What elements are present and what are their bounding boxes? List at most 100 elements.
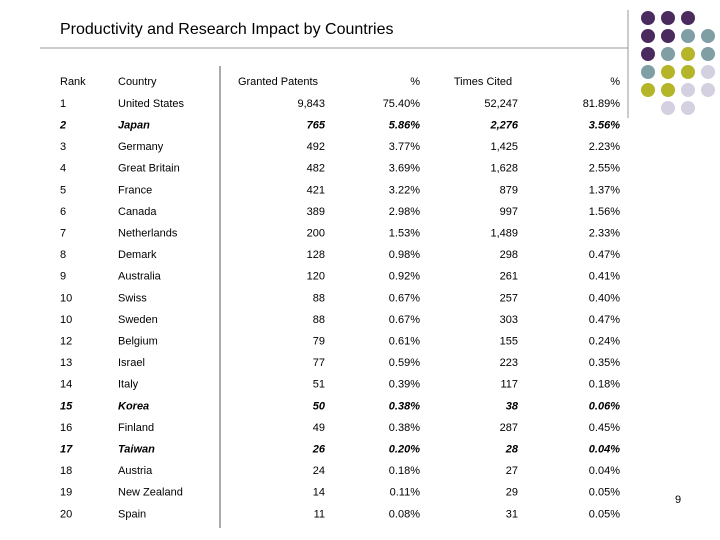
table-cell: 0.24%: [589, 336, 620, 348]
table-cell: 50: [313, 400, 326, 412]
table-cell: Belgium: [118, 336, 158, 348]
table-cell: 0.98%: [389, 249, 420, 261]
table-cell: 27: [506, 465, 518, 477]
table-cell: 20: [60, 508, 72, 520]
table-cell: 10: [60, 292, 72, 304]
table-cell: Australia: [118, 271, 162, 283]
table-cell: 2.33%: [589, 228, 620, 240]
decor-dots: [641, 11, 715, 115]
table-cell: Great Britain: [118, 163, 180, 175]
table-cell: 303: [500, 314, 518, 326]
table-cell: 0.67%: [389, 314, 420, 326]
header-cell: %: [610, 76, 620, 88]
table-cell: Austria: [118, 465, 153, 477]
table-cell: 26: [312, 444, 326, 456]
header-cell: Times Cited: [454, 76, 512, 88]
table-cell: 0.11%: [390, 487, 421, 499]
table-cell: 81.89%: [583, 98, 621, 110]
table-cell: Germany: [118, 141, 164, 153]
table-cell: 1,489: [490, 228, 518, 240]
table-cell: Demark: [118, 249, 157, 261]
table-cell: 3.22%: [389, 184, 420, 196]
table-cell: 17: [60, 444, 73, 456]
table-cell: 0.08%: [389, 508, 420, 520]
table-cell: Italy: [118, 379, 139, 391]
table-cell: 0.20%: [389, 444, 420, 456]
table-cell: 52,247: [484, 98, 518, 110]
table-cell: Finland: [118, 422, 154, 434]
table-cell: Spain: [118, 508, 146, 520]
header-cell: Rank: [60, 76, 86, 88]
table-cell: 257: [500, 292, 518, 304]
table-cell: Netherlands: [118, 228, 178, 240]
table-cell: 88: [313, 314, 325, 326]
table-cell: France: [118, 184, 152, 196]
table-cell: 3.56%: [589, 120, 620, 132]
table-cell: 29: [506, 487, 518, 499]
table-cell: 765: [307, 120, 326, 132]
table: Rank Country Granted Patents% Times Cited % 1…: [59, 76, 620, 520]
slide-title: Productivity and Research Impact by Coun…: [60, 21, 393, 38]
table-cell: 28: [505, 444, 519, 456]
table-cell: Canada: [118, 206, 157, 218]
table-cell: 117: [500, 379, 518, 391]
table-cell: 31: [506, 508, 518, 520]
table-cell: 0.06%: [589, 400, 620, 412]
table-cell: 8: [60, 249, 66, 261]
table-cell: 7: [60, 228, 66, 240]
table-cell: 10: [60, 314, 72, 326]
table-cell: 51: [313, 379, 325, 391]
table-cell: 1: [60, 98, 66, 110]
table-cell: 1.56%: [589, 206, 620, 218]
table-cell: 5: [60, 184, 66, 196]
table-cell: 261: [500, 271, 518, 283]
table-cell: 0.61%: [389, 336, 420, 348]
table-cell: 14: [313, 487, 325, 499]
table-cell: 0.38%: [389, 422, 420, 434]
table-cell: 0.04%: [589, 444, 620, 456]
table-cell: 997: [500, 206, 518, 218]
table-cell: Taiwan: [118, 444, 155, 456]
table-cell: 0.59%: [389, 357, 420, 369]
header-cell: Granted Patents: [238, 76, 319, 88]
table-cell: 1,425: [490, 141, 518, 153]
table-cell: 16: [60, 422, 72, 434]
table-cell: New Zealand: [118, 487, 183, 499]
table-cell: 75.40%: [383, 98, 421, 110]
table-cell: 0.04%: [589, 465, 620, 477]
table-cell: 4: [60, 163, 66, 175]
table-cell: 0.18%: [589, 379, 620, 391]
header-cell: Country: [118, 76, 157, 88]
table-cell: 9: [60, 271, 66, 283]
table-cell: 38: [506, 400, 519, 412]
table-cell: 6: [60, 206, 66, 218]
page-number: 9: [675, 494, 681, 506]
table-cell: 0.18%: [389, 465, 420, 477]
table-cell: 223: [500, 357, 518, 369]
table-cell: 1.53%: [389, 228, 420, 240]
table-cell: 24: [313, 465, 325, 477]
table-cell: 3.77%: [389, 141, 420, 153]
table-cell: 1.37%: [589, 184, 620, 196]
table-cell: 14: [60, 379, 72, 391]
table-cell: 0.92%: [389, 271, 420, 283]
table-cell: 13: [60, 357, 72, 369]
table-cell: 120: [307, 271, 325, 283]
table-cell: 18: [60, 465, 72, 477]
table-cell: 0.40%: [589, 292, 620, 304]
table-cell: 0.05%: [589, 487, 620, 499]
table-cell: Israel: [118, 357, 145, 369]
table-cell: 128: [307, 249, 325, 261]
table-cell: 0.47%: [589, 249, 620, 261]
table-cell: 879: [500, 184, 518, 196]
table-cell: Swiss: [118, 292, 147, 304]
table-cell: 155: [500, 336, 518, 348]
table-cell: 3.69%: [389, 163, 420, 175]
table-cell: Japan: [118, 120, 150, 132]
table-cell: 287: [500, 422, 518, 434]
table-cell: 0.05%: [589, 508, 620, 520]
table-cell: 77: [313, 357, 325, 369]
table-cell: 298: [500, 249, 518, 261]
